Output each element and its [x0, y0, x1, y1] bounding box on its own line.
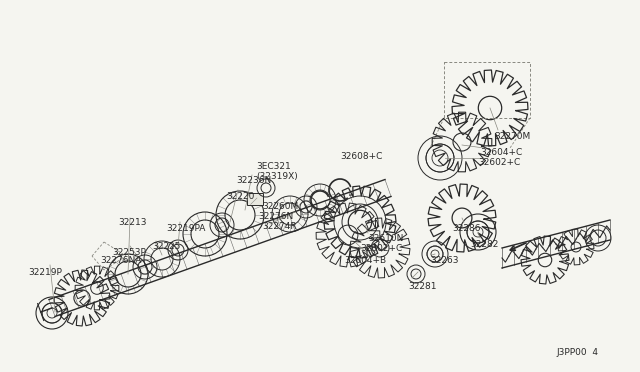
Text: 32274R: 32274R: [262, 222, 296, 231]
Text: 32604+B: 32604+B: [344, 256, 386, 265]
Text: 32602+C: 32602+C: [360, 244, 403, 253]
Text: 32220: 32220: [226, 192, 254, 201]
Text: 32219P: 32219P: [28, 268, 62, 277]
Text: 32225: 32225: [152, 242, 180, 251]
Text: 32286: 32286: [452, 224, 481, 233]
Text: 32276NA: 32276NA: [100, 256, 141, 265]
Text: 32260M: 32260M: [262, 202, 298, 211]
Text: 3EC321: 3EC321: [256, 162, 291, 171]
Text: 32604+C: 32604+C: [480, 148, 522, 157]
Text: 32608+C: 32608+C: [340, 152, 382, 161]
Text: 32602+C: 32602+C: [478, 158, 520, 167]
Text: 32610N: 32610N: [368, 234, 403, 243]
Text: 32270M: 32270M: [494, 132, 531, 141]
FancyBboxPatch shape: [247, 193, 263, 205]
Text: 32282: 32282: [470, 240, 499, 249]
Text: 32253P: 32253P: [112, 248, 146, 257]
Text: 32263: 32263: [430, 256, 458, 265]
Text: (32319X): (32319X): [256, 172, 298, 181]
Text: 32213: 32213: [118, 218, 147, 227]
Text: 32276N: 32276N: [258, 212, 293, 221]
Text: J3PP00  4: J3PP00 4: [556, 348, 598, 357]
Text: 32219PA: 32219PA: [166, 224, 205, 233]
Text: 32236N: 32236N: [236, 176, 271, 185]
Text: 32281: 32281: [408, 282, 436, 291]
